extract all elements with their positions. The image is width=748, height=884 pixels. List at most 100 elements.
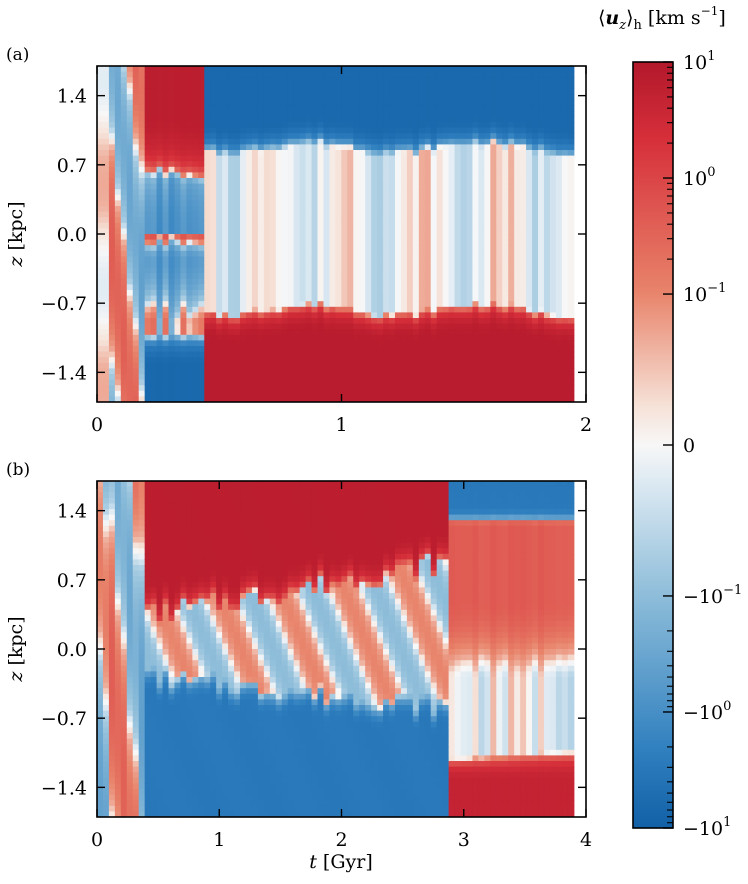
heatmap-cell [353,334,360,341]
heatmap-cell [561,66,569,73]
heatmap-cell [490,110,497,117]
heatmap-cell [228,110,235,117]
heatmap-cell [406,250,414,257]
heatmap-cell [216,138,223,145]
heatmap-cell [365,122,372,129]
heatmap-cell [341,278,348,285]
heatmap-cell [281,166,289,173]
heatmap-cell [210,110,217,117]
heatmap-cell [460,127,468,134]
heatmap-cell [549,155,557,162]
heatmap-cell [108,312,116,319]
heatmap-cell [377,340,384,347]
heatmap-cell [216,133,223,140]
heatmap-cell [245,334,253,341]
heatmap-cell [210,379,217,386]
heatmap-cell [353,239,360,246]
heatmap-cell [269,290,277,297]
heatmap-cell [365,385,372,392]
heatmap-cell [484,357,491,364]
heatmap-cell [132,379,140,386]
heatmap-cell [317,194,325,201]
heatmap-cell [538,284,545,291]
heatmap-cell [245,323,253,330]
heatmap-cell [240,71,247,78]
heatmap-cell [561,329,569,336]
heatmap-cell [150,312,158,319]
heatmap-cell [341,172,348,179]
heatmap-cell [466,278,474,285]
heatmap-cell [228,150,235,157]
heatmap-cell [245,161,253,168]
heatmap-cell [245,138,253,145]
heatmap-cell [97,486,104,493]
heatmap-cell [168,110,176,117]
heatmap-cell [311,172,319,179]
heatmap-cell [424,290,432,297]
heatmap-cell [240,329,247,336]
heatmap-cell [389,323,396,330]
heatmap-cell [448,234,456,241]
heatmap-cell [377,200,384,207]
heatmap-cell [245,228,253,235]
heatmap-cell [514,312,521,319]
heatmap-cell [335,306,342,313]
heatmap-cell [234,99,241,106]
x-tick-label: 2 [580,414,592,436]
heatmap-cell [299,362,307,369]
heatmap-cell [472,306,480,313]
heatmap-cell [460,385,468,392]
heatmap-cell [257,346,265,353]
heatmap-cell [222,138,229,145]
heatmap-cell [335,206,342,213]
heatmap-cell [466,110,474,117]
heatmap-cell [186,82,193,89]
heatmap-cell [365,110,372,117]
heatmap-cell [204,161,211,168]
heatmap-cell [228,116,235,123]
heatmap-cell [430,385,438,392]
heatmap-cell [448,99,456,106]
heatmap-cell [186,390,193,397]
heatmap-cell [424,189,432,196]
heatmap-cell [240,357,247,364]
heatmap-cell [162,334,170,341]
heatmap-cell [430,222,438,229]
heatmap-cell [102,374,110,381]
heatmap-cell [305,166,313,173]
heatmap-cell [490,239,497,246]
heatmap-cell [210,189,217,196]
heatmap-cell [353,228,360,235]
heatmap-cell [520,374,527,381]
heatmap-cell [472,340,480,347]
heatmap-cell [198,138,205,145]
heatmap-cell [406,183,414,190]
heatmap-cell [108,570,116,577]
heatmap-cell [186,239,193,246]
heatmap-cell [508,374,515,381]
heatmap-cell [263,94,271,101]
heatmap-cell [371,329,378,336]
heatmap-cell [490,228,497,235]
heatmap-cell [436,306,444,313]
heatmap-cell [418,122,426,129]
heatmap-cell [156,71,164,78]
heatmap-cell [108,127,116,134]
heatmap-cell [245,116,253,123]
heatmap-cell [329,379,336,386]
heatmap-cell [114,228,122,235]
heatmap-cell [412,178,420,185]
heatmap-cell [526,150,533,157]
heatmap-cell [317,222,325,229]
heatmap-cell [508,94,515,101]
heatmap-cell [257,262,265,269]
heatmap-cell [454,357,462,364]
heatmap-cell [329,144,336,151]
heatmap-cell [561,323,569,330]
heatmap-cell [210,183,217,190]
heatmap-cell [514,234,521,241]
heatmap-cell [329,99,336,106]
heatmap-cell [287,222,295,229]
heatmap-cell [180,189,187,196]
heatmap-cell [418,390,426,397]
